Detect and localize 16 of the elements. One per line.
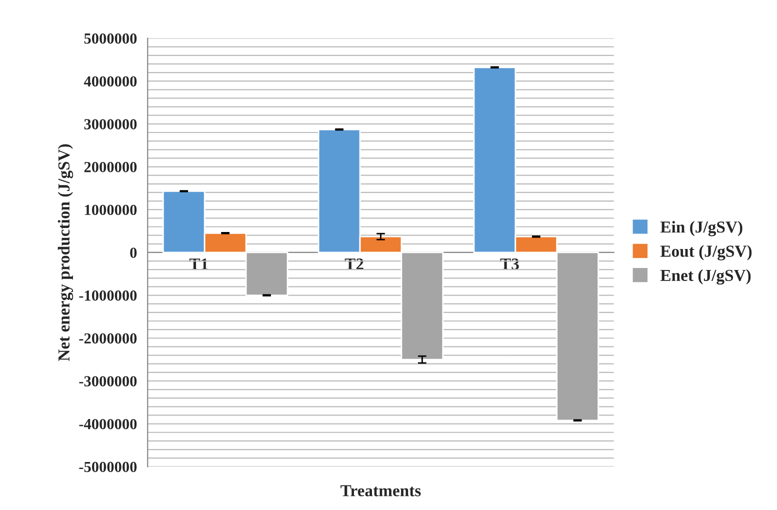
y-tick-label: 0: [130, 248, 137, 258]
legend-label: Eout (J/gSV): [660, 245, 752, 260]
y-tick-label: -5000000: [79, 462, 137, 472]
legend-label: Enet (J/gSV): [660, 269, 751, 285]
legend-label: Ein (J/gSV): [660, 220, 742, 236]
y-tick-label: 5000000: [84, 33, 137, 44]
y-tick-label: -4000000: [79, 418, 137, 430]
y-tick-label: -2000000: [79, 333, 137, 344]
y-tick-label: -1000000: [79, 290, 137, 301]
y-tick-label: 4000000: [84, 76, 137, 87]
y-tick-label: -3000000: [79, 376, 137, 386]
x-axis-title: Treatments: [340, 485, 421, 496]
y-tick-label: 3000000: [84, 119, 137, 130]
y-tick-label: 2000000: [84, 162, 137, 172]
y-axis-title: Net energy production (J/gSV): [58, 144, 74, 361]
y-tick-label: 1000000: [84, 204, 137, 216]
